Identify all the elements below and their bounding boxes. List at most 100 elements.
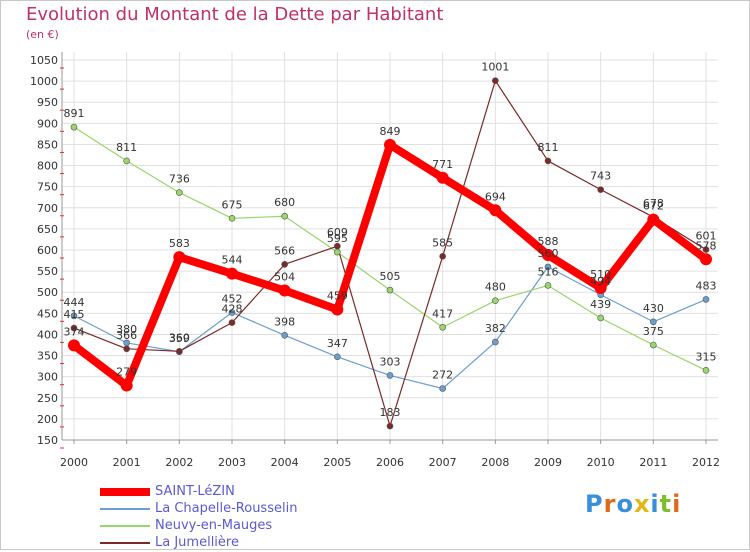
x-tick-label: 2012	[692, 456, 720, 469]
data-point	[228, 215, 236, 222]
y-tick-label: 200	[37, 413, 58, 426]
data-label: 444	[64, 296, 85, 309]
data-label: 430	[643, 302, 664, 315]
data-label: 459	[327, 290, 348, 303]
data-label: 544	[222, 254, 243, 267]
logo-letter: P	[585, 490, 604, 518]
data-point	[281, 261, 288, 268]
legend-label: La Jumellière	[155, 535, 239, 550]
x-tick-label: 2008	[481, 456, 509, 469]
data-point	[334, 248, 341, 256]
data-point	[173, 251, 186, 264]
y-tick-label: 450	[37, 307, 58, 320]
data-point	[68, 339, 80, 352]
y-tick-label: 500	[37, 286, 58, 299]
y-tick-label: 700	[37, 202, 58, 215]
data-point	[120, 379, 133, 392]
data-point	[331, 303, 344, 316]
legend-label: La Chapelle-Rousselin	[155, 501, 298, 516]
x-tick-label: 2007	[429, 456, 457, 469]
data-label: 891	[64, 107, 85, 120]
data-label: 480	[485, 281, 506, 294]
data-label: 417	[432, 307, 453, 320]
data-point	[70, 312, 78, 320]
data-point	[278, 284, 291, 297]
data-label: 382	[485, 322, 506, 335]
data-label: 483	[696, 279, 717, 292]
y-tick-label: 950	[37, 96, 58, 109]
chart-subtitle: (en €)	[26, 28, 59, 41]
data-point	[702, 246, 710, 253]
data-label: 380	[116, 323, 137, 336]
data-point	[702, 296, 710, 303]
data-label: 678	[643, 197, 664, 210]
data-point	[384, 138, 396, 151]
data-label: 303	[380, 355, 401, 368]
legend-label: SAINT-LéZIN	[155, 484, 235, 499]
data-label: 505	[380, 270, 401, 283]
data-point	[544, 157, 552, 165]
data-point	[436, 171, 449, 184]
data-label: 439	[590, 298, 611, 311]
data-point	[281, 331, 288, 339]
data-label: 811	[116, 141, 137, 154]
y-tick-label: 300	[37, 371, 58, 384]
data-point	[386, 422, 394, 430]
data-label: 811	[538, 141, 559, 154]
data-label: 588	[538, 235, 559, 248]
data-point	[334, 353, 341, 361]
data-point	[542, 249, 554, 262]
legend-swatch	[100, 542, 150, 544]
data-point	[492, 297, 499, 304]
data-label: 366	[116, 329, 137, 342]
data-point	[702, 367, 710, 374]
x-tick-label: 2002	[165, 456, 193, 469]
y-tick-label: 400	[37, 328, 58, 341]
data-label: 359	[169, 332, 190, 345]
data-point	[544, 263, 552, 271]
chart-title: Evolution du Montant de la Dette par Hab…	[26, 4, 444, 25]
data-label: 694	[485, 190, 506, 203]
data-point	[386, 372, 394, 379]
data-label: 494	[590, 275, 611, 288]
y-tick-label: 650	[37, 223, 58, 236]
data-label: 566	[274, 244, 295, 257]
data-label: 849	[380, 125, 401, 138]
data-label: 595	[327, 232, 348, 245]
data-label: 560	[538, 247, 559, 260]
data-point	[439, 385, 446, 392]
logo-letter: i	[672, 490, 682, 518]
legend-swatch	[100, 508, 150, 510]
logo-letter: x	[633, 490, 651, 518]
data-label: 415	[64, 308, 85, 321]
data-label: 183	[380, 406, 401, 419]
data-label: 771	[432, 158, 453, 171]
data-point	[226, 267, 238, 280]
x-tick-label: 2001	[113, 456, 141, 469]
x-tick-label: 2000	[60, 456, 88, 469]
x-tick-label: 2009	[534, 456, 562, 469]
data-label: 375	[643, 325, 664, 338]
legend-swatch	[100, 525, 150, 527]
data-point	[176, 189, 183, 196]
y-tick-label: 1000	[30, 75, 58, 88]
y-tick-label: 850	[37, 138, 58, 151]
data-point	[228, 319, 236, 326]
data-point	[647, 213, 660, 226]
data-label: 398	[274, 315, 295, 328]
data-point	[492, 77, 499, 84]
data-point	[123, 157, 130, 165]
data-label: 504	[274, 271, 295, 284]
data-label: 374	[64, 325, 85, 338]
data-label: 672	[643, 200, 664, 213]
data-point	[544, 282, 552, 289]
logo-letter: r	[603, 490, 617, 518]
data-label: 347	[327, 337, 348, 350]
data-point	[281, 212, 288, 220]
y-tick-label: 750	[37, 181, 58, 194]
data-label: 510	[590, 268, 611, 281]
data-label: 743	[590, 170, 611, 183]
x-tick-label: 2011	[639, 456, 667, 469]
data-label: 516	[538, 265, 559, 278]
data-label: 428	[222, 303, 243, 316]
